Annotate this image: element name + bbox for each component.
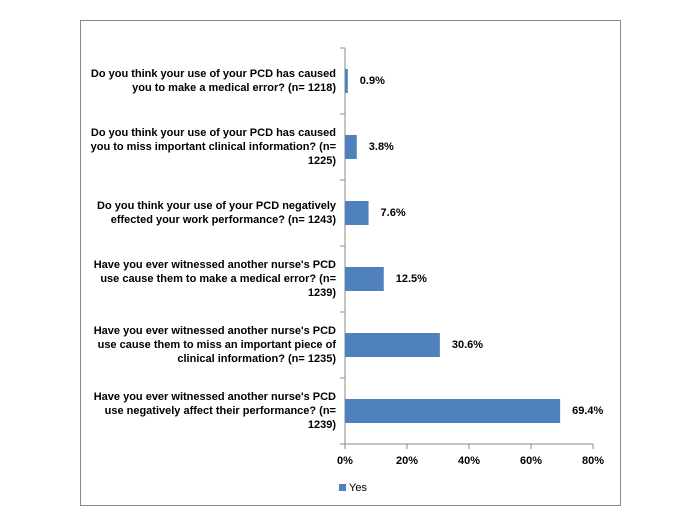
- category-label: Have you ever witnessed another nurse's …: [93, 391, 336, 431]
- value-label: 0.9%: [360, 75, 385, 87]
- legend-label: Yes: [349, 482, 367, 494]
- x-tick-label: 20%: [396, 455, 418, 467]
- value-label: 7.6%: [381, 207, 406, 219]
- category-label: Do you think your use of your PCD has ca…: [90, 127, 336, 167]
- category-label: Have you ever witnessed another nurse's …: [93, 325, 336, 365]
- value-label: 30.6%: [452, 339, 483, 351]
- value-label: 12.5%: [396, 273, 427, 285]
- value-label: 3.8%: [369, 141, 394, 153]
- bar: [345, 399, 561, 423]
- legend-swatch: [339, 484, 346, 491]
- bar: [345, 333, 440, 357]
- x-tick-label: 40%: [458, 455, 480, 467]
- x-tick-label: 0%: [337, 455, 353, 467]
- category-label: Do you think your use of your PCD negati…: [97, 200, 336, 226]
- bar: [345, 201, 369, 225]
- bar: [345, 135, 357, 159]
- chart-frame: [80, 20, 621, 506]
- bar: [345, 69, 348, 93]
- value-label: 69.4%: [572, 405, 603, 417]
- x-tick-label: 80%: [582, 455, 604, 467]
- bar: [345, 267, 384, 291]
- category-label: Have you ever witnessed another nurse's …: [93, 259, 336, 299]
- x-tick-label: 60%: [520, 455, 542, 467]
- category-label: Do you think your use of your PCD has ca…: [90, 68, 336, 94]
